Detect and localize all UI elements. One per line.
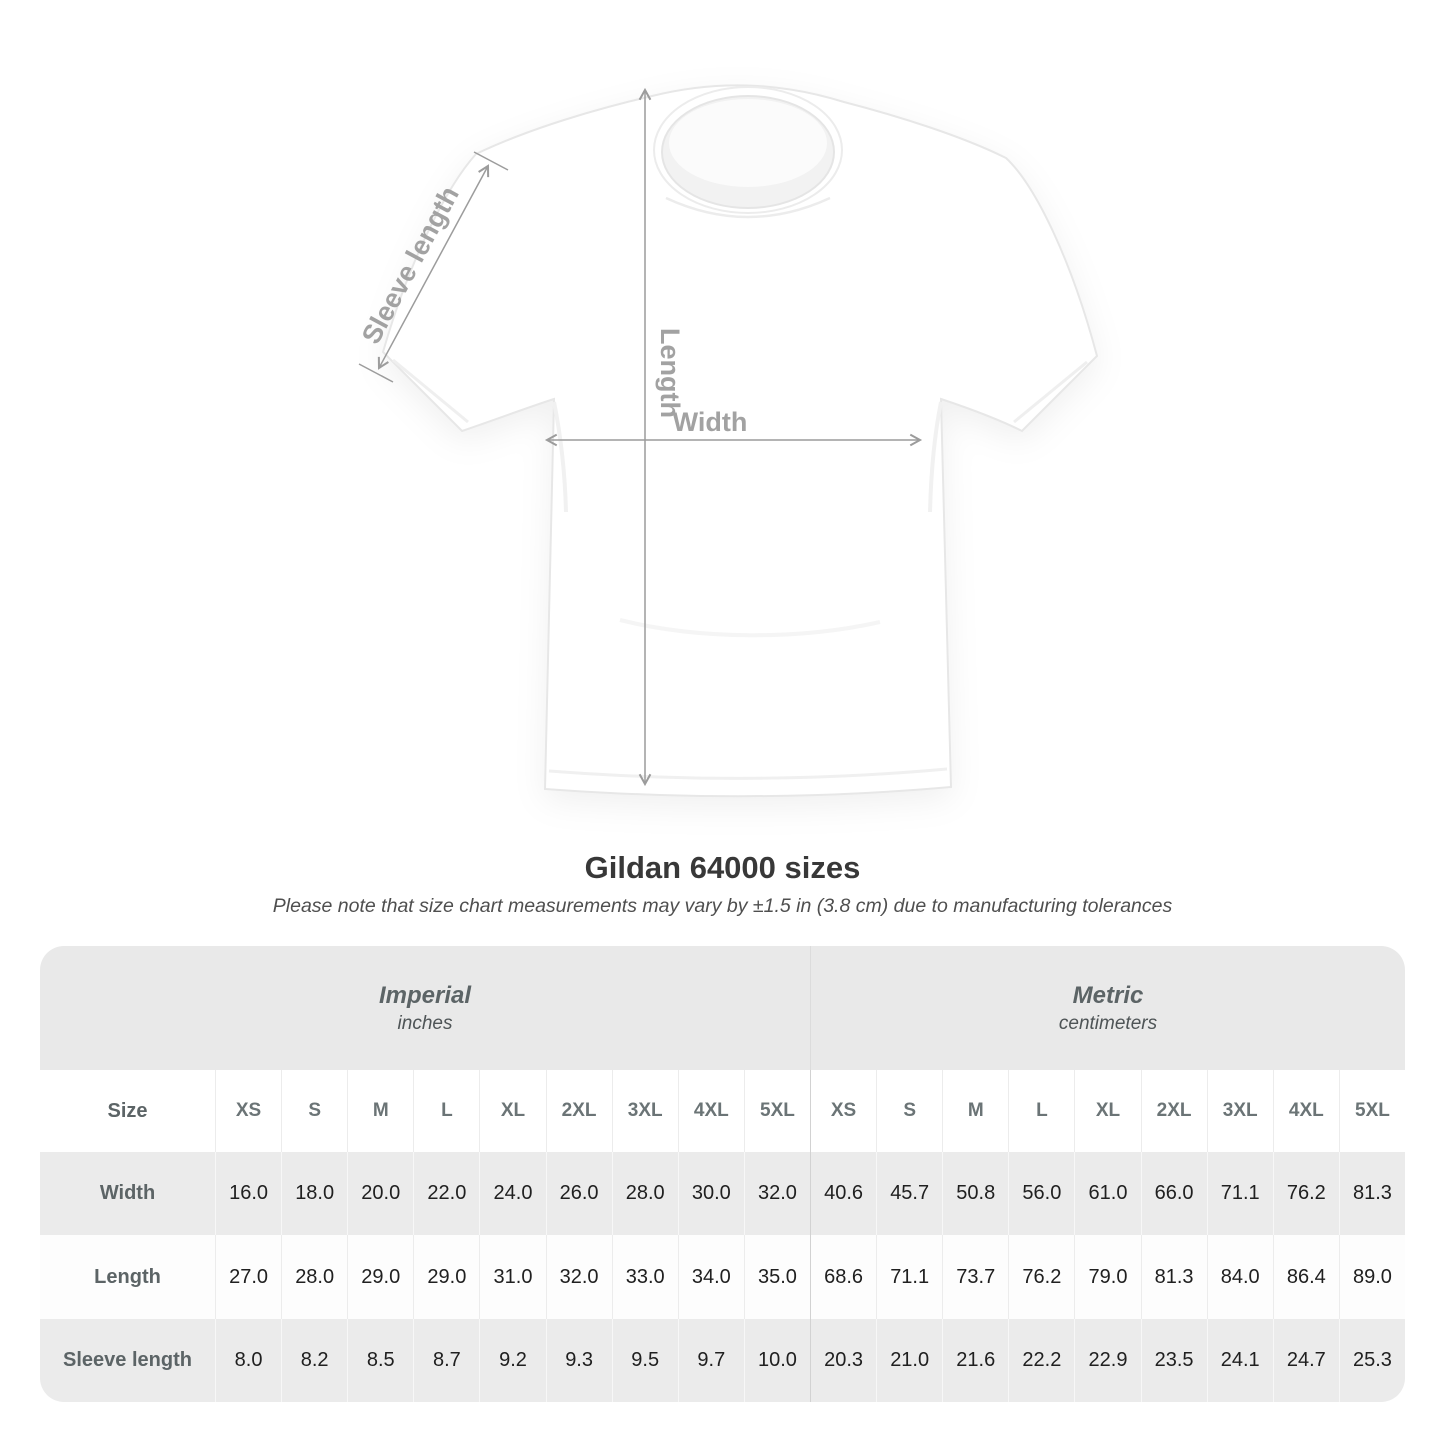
value-cell: 56.0 bbox=[1008, 1152, 1075, 1235]
tolerance-note: Please note that size chart measurements… bbox=[272, 895, 1173, 917]
sleeve-length-arrow bbox=[358, 151, 509, 383]
imperial-group-unit: inches bbox=[397, 1012, 453, 1034]
value-cell: 8.0 bbox=[215, 1319, 282, 1402]
value-cell: 10.0 bbox=[743, 1319, 810, 1402]
heading: Gildan 64000 sizes Please note that size… bbox=[0, 848, 1445, 920]
left-sleeve-hem bbox=[392, 358, 469, 424]
row-label-sleeve-length: Sleeve length bbox=[40, 1319, 215, 1402]
value-cell: 27.0 bbox=[215, 1235, 282, 1319]
metric-group-title: Metric bbox=[1072, 981, 1144, 1009]
value-cell: 9.7 bbox=[677, 1319, 744, 1402]
page-title: Gildan 64000 sizes bbox=[584, 850, 861, 885]
size-col-header: 2XL bbox=[1140, 1070, 1207, 1152]
value-cell: 18.0 bbox=[281, 1152, 348, 1235]
value-cell: 28.0 bbox=[611, 1152, 678, 1235]
value-cell: 71.1 bbox=[1206, 1152, 1273, 1235]
value-cell: 73.7 bbox=[942, 1235, 1009, 1319]
value-cell: 29.0 bbox=[413, 1235, 480, 1319]
size-col-header: 3XL bbox=[611, 1070, 678, 1152]
value-cell: 50.8 bbox=[942, 1152, 1009, 1235]
value-cell: 68.6 bbox=[810, 1235, 877, 1319]
row-label-width: Width bbox=[40, 1152, 215, 1235]
value-cell: 31.0 bbox=[479, 1235, 546, 1319]
value-cell: 76.2 bbox=[1008, 1235, 1075, 1319]
value-cell: 24.7 bbox=[1272, 1319, 1339, 1402]
value-cell: 21.6 bbox=[942, 1319, 1009, 1402]
value-cell: 23.5 bbox=[1140, 1319, 1207, 1402]
row-label-length: Length bbox=[40, 1235, 215, 1319]
value-cell: 66.0 bbox=[1140, 1152, 1207, 1235]
size-col-header: L bbox=[1008, 1070, 1075, 1152]
value-cell: 20.0 bbox=[347, 1152, 414, 1235]
value-cell: 24.1 bbox=[1206, 1319, 1273, 1402]
size-col-header: L bbox=[413, 1070, 480, 1152]
size-col-header: 3XL bbox=[1206, 1070, 1273, 1152]
value-cell: 8.5 bbox=[347, 1319, 414, 1402]
value-cell: 81.3 bbox=[1338, 1152, 1405, 1235]
imperial-group-title: Imperial bbox=[378, 981, 472, 1009]
value-cell: 9.3 bbox=[545, 1319, 612, 1402]
size-col-header: XS bbox=[215, 1070, 282, 1152]
value-cell: 40.6 bbox=[810, 1152, 877, 1235]
collar bbox=[653, 86, 843, 219]
size-col-header: S bbox=[281, 1070, 348, 1152]
value-cell: 35.0 bbox=[743, 1235, 810, 1319]
value-cell: 26.0 bbox=[545, 1152, 612, 1235]
size-col-header: M bbox=[942, 1070, 1009, 1152]
value-cell: 24.0 bbox=[479, 1152, 546, 1235]
value-cell: 45.7 bbox=[876, 1152, 943, 1235]
value-cell: 29.0 bbox=[347, 1235, 414, 1319]
metric-group-unit: centimeters bbox=[1058, 1012, 1158, 1034]
imperial-group-header: Imperial inches bbox=[40, 946, 810, 1070]
value-cell: 22.2 bbox=[1008, 1319, 1075, 1402]
value-cell: 84.0 bbox=[1206, 1235, 1273, 1319]
value-cell: 8.7 bbox=[413, 1319, 480, 1402]
value-cell: 22.0 bbox=[413, 1152, 480, 1235]
value-cell: 32.0 bbox=[545, 1235, 612, 1319]
value-cell: 16.0 bbox=[215, 1152, 282, 1235]
value-cell: 21.0 bbox=[876, 1319, 943, 1402]
size-col-header: 4XL bbox=[677, 1070, 744, 1152]
value-cell: 22.9 bbox=[1074, 1319, 1141, 1402]
size-col-header: XS bbox=[810, 1070, 877, 1152]
size-col-header: S bbox=[876, 1070, 943, 1152]
corner-header: Size bbox=[40, 1070, 215, 1152]
value-cell: 9.2 bbox=[479, 1319, 546, 1402]
value-cell: 33.0 bbox=[611, 1235, 678, 1319]
size-col-header: 5XL bbox=[1338, 1070, 1405, 1152]
value-cell: 32.0 bbox=[743, 1152, 810, 1235]
value-cell: 9.5 bbox=[611, 1319, 678, 1402]
size-col-header: M bbox=[347, 1070, 414, 1152]
size-col-header: 5XL bbox=[743, 1070, 810, 1152]
size-col-header: 2XL bbox=[545, 1070, 612, 1152]
tshirt-illustration: Sleeve length Length Width bbox=[356, 84, 1099, 798]
value-cell: 30.0 bbox=[677, 1152, 744, 1235]
value-cell: 8.2 bbox=[281, 1319, 348, 1402]
value-cell: 89.0 bbox=[1338, 1235, 1405, 1319]
size-table: Imperial inches Metric centimeters Size … bbox=[40, 946, 1405, 1402]
value-cell: 34.0 bbox=[677, 1235, 744, 1319]
value-cell: 86.4 bbox=[1272, 1235, 1339, 1319]
length-label: Length bbox=[655, 328, 685, 418]
value-cell: 79.0 bbox=[1074, 1235, 1141, 1319]
value-cell: 81.3 bbox=[1140, 1235, 1207, 1319]
value-cell: 20.3 bbox=[810, 1319, 877, 1402]
size-col-header: 4XL bbox=[1272, 1070, 1339, 1152]
width-label: Width bbox=[673, 407, 748, 437]
tshirt-body bbox=[381, 84, 1099, 798]
size-col-header: XL bbox=[1074, 1070, 1141, 1152]
value-cell: 71.1 bbox=[876, 1235, 943, 1319]
metric-group-header: Metric centimeters bbox=[810, 946, 1405, 1070]
value-cell: 25.3 bbox=[1338, 1319, 1405, 1402]
value-cell: 76.2 bbox=[1272, 1152, 1339, 1235]
bottom-hem bbox=[548, 767, 948, 780]
size-col-header: XL bbox=[479, 1070, 546, 1152]
right-sleeve-hem bbox=[1013, 360, 1088, 424]
value-cell: 28.0 bbox=[281, 1235, 348, 1319]
value-cell: 61.0 bbox=[1074, 1152, 1141, 1235]
